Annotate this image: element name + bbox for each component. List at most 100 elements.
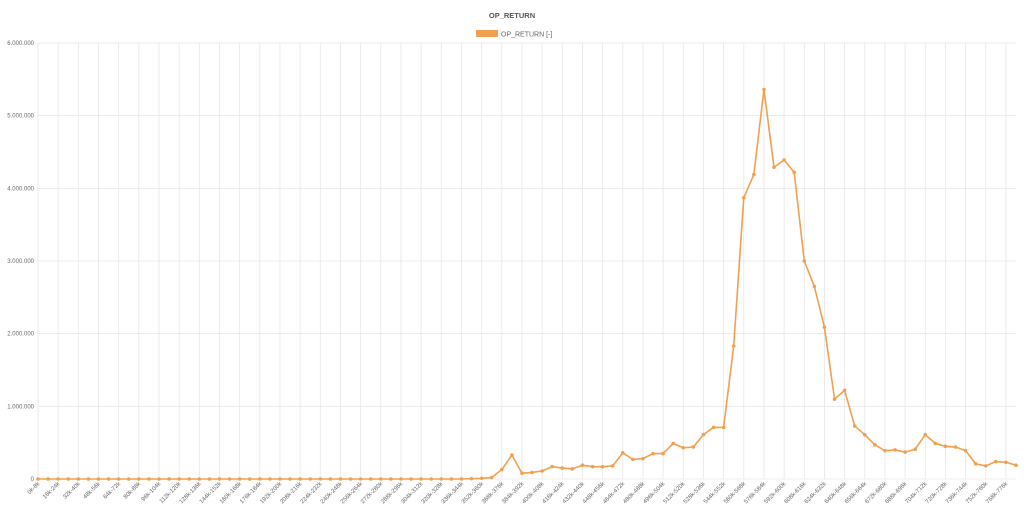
data-point[interactable] (671, 441, 675, 446)
data-point[interactable] (701, 432, 706, 437)
data-point[interactable] (933, 441, 938, 446)
data-point[interactable] (429, 477, 434, 481)
data-point[interactable] (631, 457, 635, 462)
data-point[interactable] (459, 477, 464, 481)
data-point[interactable] (469, 476, 474, 481)
data-point[interactable] (56, 477, 60, 481)
data-point[interactable] (76, 477, 81, 481)
data-point[interactable] (409, 477, 413, 481)
data-point[interactable] (308, 477, 313, 481)
data-point[interactable] (681, 445, 686, 450)
legend[interactable]: OP_RETURN [-] (476, 30, 552, 39)
data-point[interactable] (449, 477, 454, 481)
data-point[interactable] (590, 464, 595, 469)
data-point[interactable] (752, 172, 756, 177)
data-point[interactable] (661, 451, 665, 456)
data-point[interactable] (126, 477, 131, 481)
data-point[interactable] (147, 477, 151, 481)
data-point[interactable] (1004, 460, 1008, 465)
data-point[interactable] (792, 170, 796, 175)
data-point[interactable] (842, 388, 847, 393)
data-point[interactable] (439, 477, 444, 481)
data-point[interactable] (963, 448, 968, 453)
data-point[interactable] (983, 464, 988, 468)
data-point[interactable] (741, 195, 746, 200)
data-point[interactable] (137, 477, 141, 481)
data-point[interactable] (903, 450, 907, 454)
data-point[interactable] (1014, 463, 1018, 467)
data-point[interactable] (227, 477, 232, 481)
data-point[interactable] (832, 397, 837, 401)
data-point[interactable] (389, 477, 393, 481)
data-point[interactable] (187, 477, 192, 481)
data-point[interactable] (560, 466, 565, 470)
data-point[interactable] (197, 477, 202, 481)
data-point[interactable] (328, 477, 333, 481)
data-point[interactable] (510, 453, 514, 457)
data-point[interactable] (278, 477, 282, 481)
data-point[interactable] (691, 445, 696, 449)
data-point[interactable] (580, 463, 585, 467)
data-point[interactable] (540, 469, 544, 473)
data-point[interactable] (812, 284, 817, 289)
data-point[interactable] (852, 424, 857, 428)
data-point[interactable] (318, 477, 323, 481)
data-point[interactable] (348, 477, 353, 481)
data-point[interactable] (379, 477, 383, 481)
data-point[interactable] (651, 451, 655, 456)
data-point[interactable] (550, 464, 555, 469)
data-point[interactable] (600, 464, 605, 469)
data-point[interactable] (943, 444, 948, 449)
data-point[interactable] (36, 477, 40, 481)
data-point[interactable] (731, 344, 736, 348)
data-point[interactable] (489, 475, 494, 480)
data-point[interactable] (368, 477, 373, 481)
data-point[interactable] (520, 471, 524, 475)
data-point[interactable] (247, 477, 252, 481)
data-point[interactable] (782, 158, 786, 162)
data-point[interactable] (893, 448, 897, 452)
data-point[interactable] (268, 477, 272, 481)
data-point[interactable] (207, 477, 212, 481)
data-point[interactable] (237, 477, 242, 481)
data-point[interactable] (338, 477, 343, 481)
data-point[interactable] (177, 477, 181, 481)
data-point[interactable] (610, 464, 615, 468)
data-point[interactable] (479, 476, 484, 481)
data-point[interactable] (620, 451, 625, 455)
data-point[interactable] (217, 477, 222, 481)
data-point[interactable] (923, 432, 928, 437)
data-point[interactable] (772, 165, 776, 170)
data-point[interactable] (157, 477, 161, 481)
data-point[interactable] (399, 477, 403, 481)
data-point[interactable] (96, 477, 101, 481)
data-point[interactable] (802, 259, 807, 263)
data-point[interactable] (358, 477, 363, 481)
data-point[interactable] (288, 477, 292, 481)
data-point[interactable] (822, 325, 827, 329)
data-point[interactable] (762, 87, 766, 92)
data-point[interactable] (66, 477, 71, 481)
data-point[interactable] (419, 477, 423, 481)
data-point[interactable] (570, 467, 575, 471)
data-point[interactable] (106, 477, 111, 481)
data-point[interactable] (641, 456, 645, 461)
data-point[interactable] (873, 443, 877, 447)
data-point[interactable] (862, 432, 867, 437)
data-point[interactable] (116, 477, 121, 481)
data-point[interactable] (258, 477, 262, 481)
data-point[interactable] (994, 459, 998, 464)
data-point[interactable] (86, 477, 91, 481)
data-point[interactable] (711, 425, 716, 430)
data-point[interactable] (46, 477, 50, 481)
data-point[interactable] (499, 467, 504, 472)
x-tick-label: 16k-24k (42, 480, 62, 500)
data-point[interactable] (973, 461, 978, 466)
data-point[interactable] (883, 448, 887, 453)
data-point[interactable] (298, 477, 302, 481)
data-point[interactable] (530, 470, 534, 475)
data-point[interactable] (167, 477, 171, 481)
data-point[interactable] (721, 425, 726, 430)
data-point[interactable] (913, 447, 917, 452)
data-point[interactable] (953, 445, 958, 449)
